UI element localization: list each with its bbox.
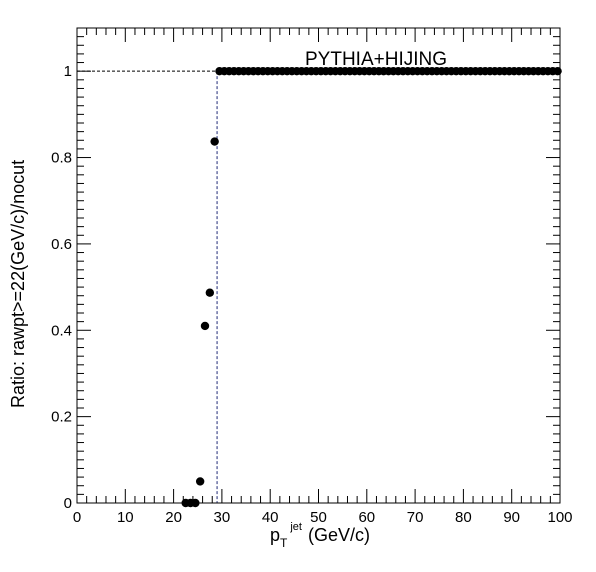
- x-tick-label: 90: [503, 509, 520, 526]
- x-axis-title-unit: (GeV/c): [308, 525, 370, 545]
- y-tick-label: 0.4: [51, 322, 72, 339]
- x-axis-title-sub: T: [280, 536, 288, 550]
- x-tick-label: 10: [117, 509, 134, 526]
- x-tick-label: 0: [73, 509, 81, 526]
- data-point: [553, 66, 562, 76]
- y-tick-label: 0: [64, 495, 72, 512]
- y-tick-label: 1: [64, 63, 72, 80]
- x-tick-label: 100: [547, 509, 572, 526]
- x-tick-label: 20: [165, 509, 182, 526]
- tick-marks: [76, 27, 561, 504]
- x-tick-label: 40: [262, 509, 279, 526]
- x-tick-label: 60: [358, 509, 375, 526]
- y-tick-label: 0.8: [51, 150, 72, 167]
- data-point: [195, 477, 205, 486]
- x-axis-title-sup: jet: [289, 521, 302, 533]
- data-points: [181, 66, 562, 508]
- x-axis-title-main: p: [270, 525, 280, 545]
- x-tick-label: 70: [407, 509, 424, 526]
- x-tick-labels: 0 10 20 30 40 50 60 70 80 90 100: [73, 509, 573, 526]
- data-point: [200, 321, 210, 331]
- y-tick-label: 0.2: [51, 409, 72, 426]
- plot-frame: [76, 27, 561, 504]
- x-tick-label: 50: [310, 509, 327, 526]
- y-tick-label: 0.6: [51, 236, 72, 253]
- y-axis-title: Ratio: rawpt>=22(GeV/c)/nocut: [8, 160, 28, 408]
- data-point: [205, 288, 215, 297]
- x-tick-label: 30: [214, 509, 231, 526]
- data-point: [210, 137, 219, 146]
- x-axis-title: pTjet (GeV/c): [270, 521, 370, 550]
- y-tick-labels: 0 0.2 0.4 0.6 0.8 1: [51, 63, 72, 512]
- chart-title: PYTHIA+HIJING: [305, 49, 447, 70]
- x-tick-label: 80: [455, 509, 472, 526]
